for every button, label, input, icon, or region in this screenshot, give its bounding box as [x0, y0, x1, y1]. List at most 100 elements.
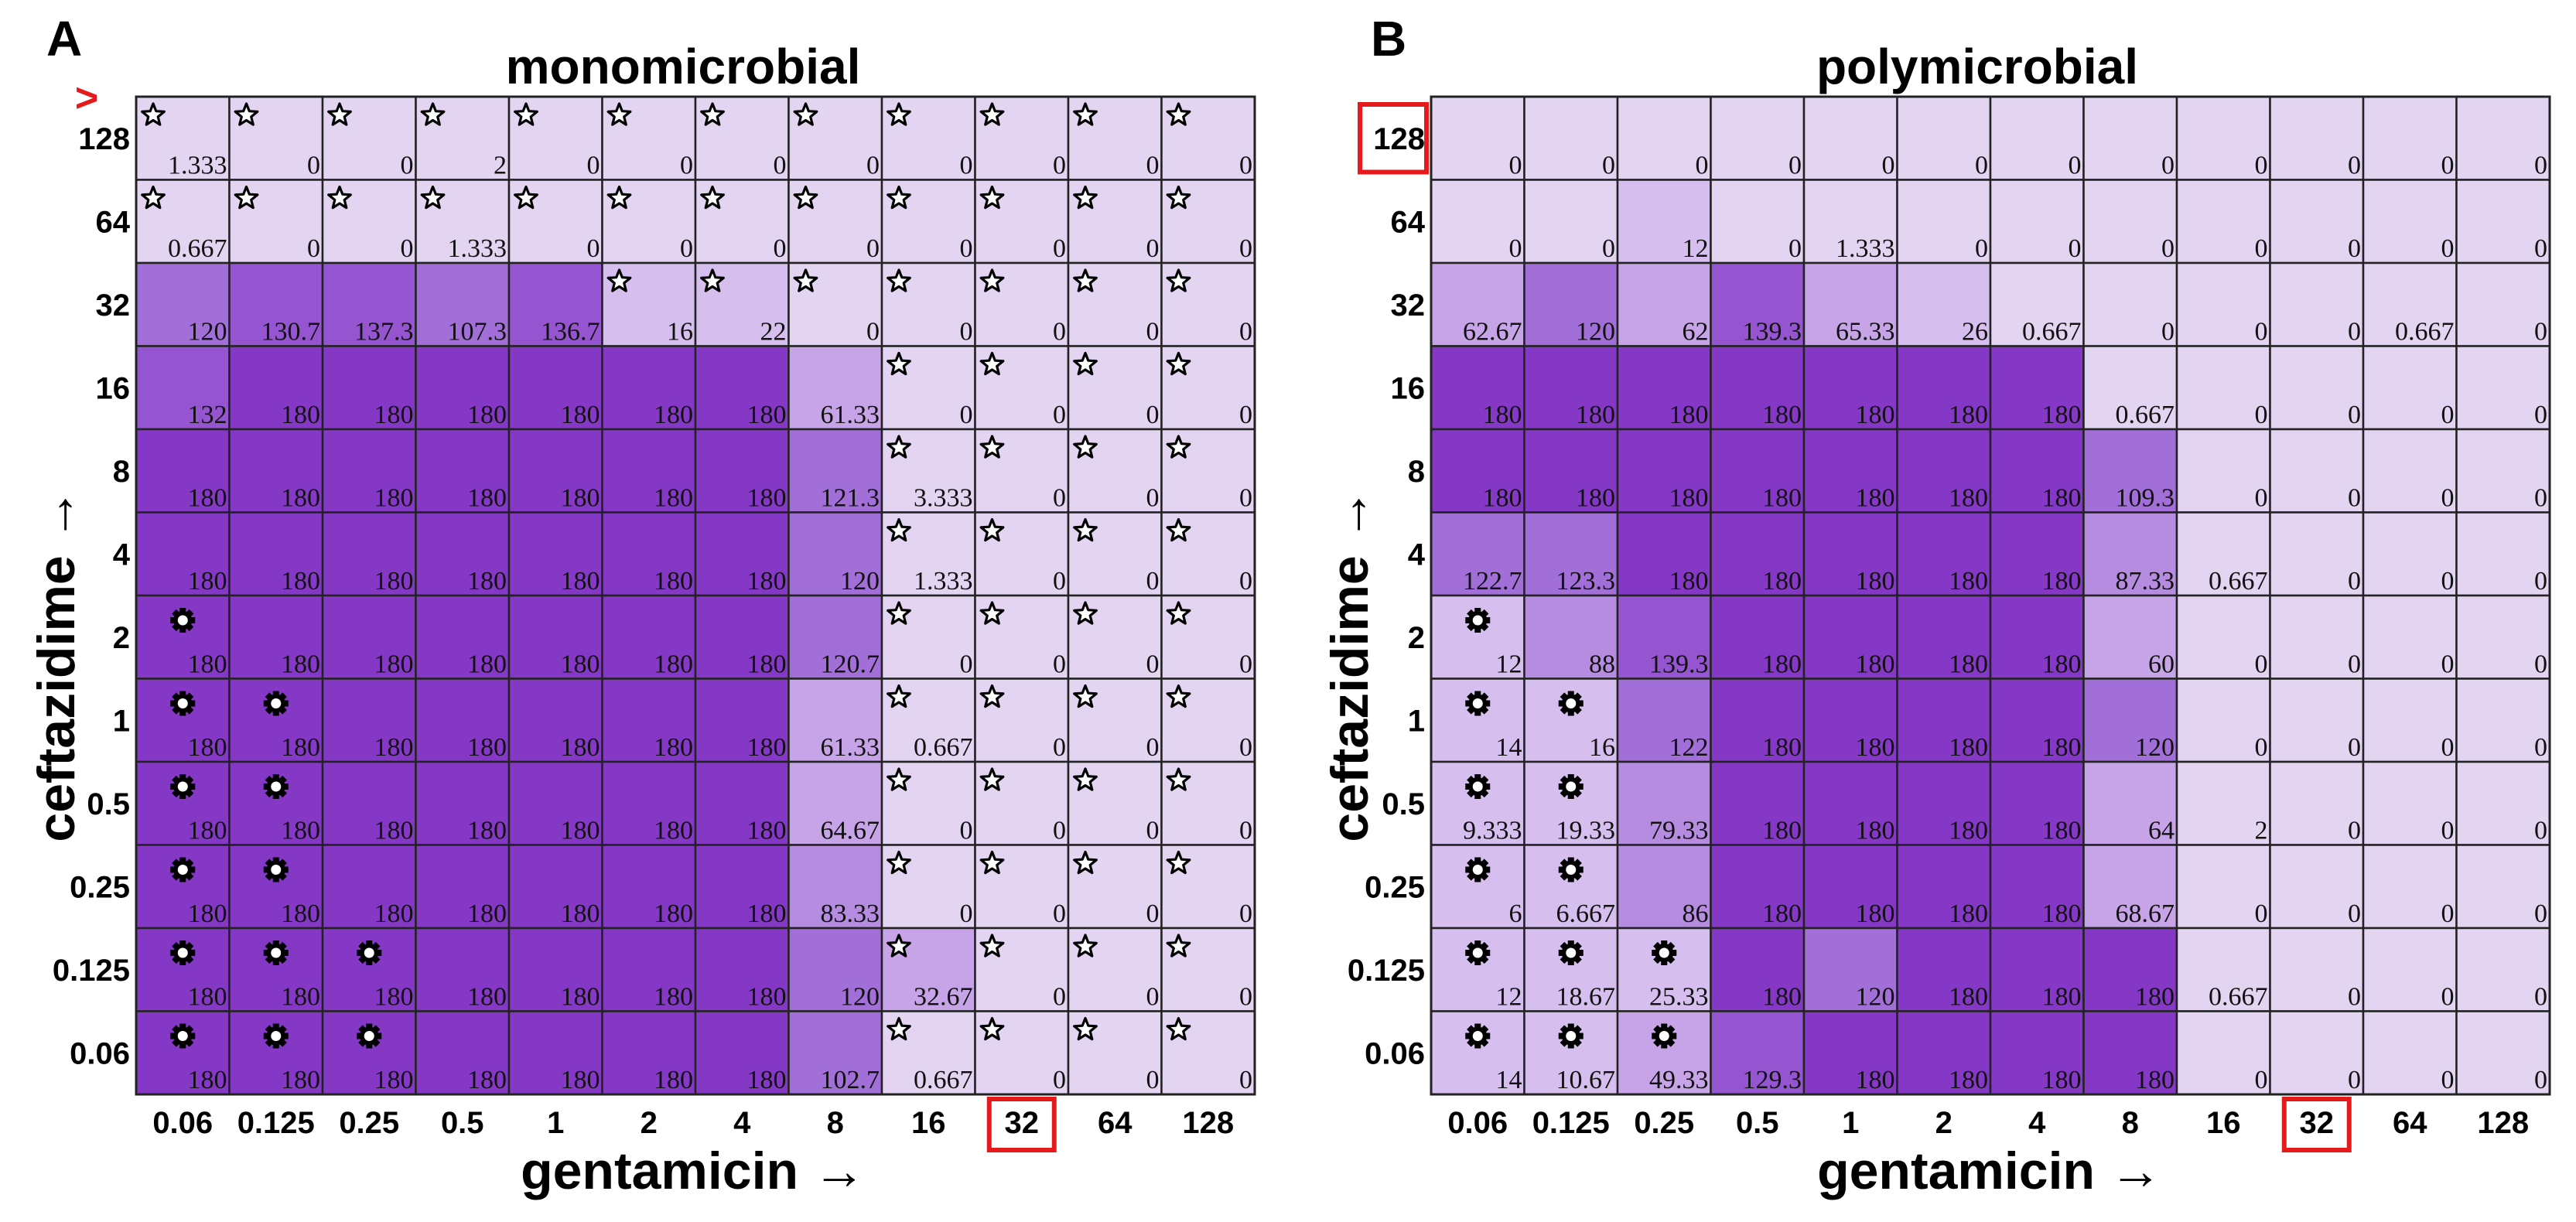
- cell-value-label: 0: [960, 152, 973, 180]
- y-tick-label: 0.125: [53, 954, 130, 988]
- cell-value-label: 180: [654, 650, 693, 679]
- cell-value-label: 0: [2441, 650, 2455, 679]
- panel-b-y-axis-title: ceftazidime →: [1320, 488, 1379, 841]
- cell-value-label: 180: [1949, 401, 1988, 429]
- cell-value-label: 180: [374, 401, 414, 429]
- cell-value-label: 16: [667, 318, 693, 346]
- heatmap-cell: [2175, 179, 2271, 265]
- heatmap-cell: [601, 844, 697, 930]
- heatmap-cell: [228, 261, 324, 347]
- heatmap-cell: [1802, 95, 1898, 181]
- heatmap-cell: [1430, 261, 1525, 347]
- panel-a-x-axis-title: gentamicin →: [521, 1142, 866, 1200]
- heatmap-cell: [2362, 1010, 2458, 1096]
- heatmap-cell: [787, 678, 883, 763]
- cell-value-label: 180: [281, 817, 320, 845]
- cell-value-label: 180: [1949, 567, 1988, 596]
- cell-value-label: 180: [747, 650, 787, 679]
- y-tick-label: 0.5: [1382, 787, 1425, 821]
- cell-value-label: 180: [1949, 983, 1988, 1012]
- star-icon: [887, 517, 911, 542]
- cell-value-label: 180: [561, 484, 600, 513]
- cell-value-label: 0: [1053, 234, 1066, 263]
- cell-value-label: 122: [1669, 733, 1709, 762]
- star-icon: [979, 850, 1005, 875]
- star-icon: [979, 684, 1005, 708]
- x-tick-label: 2: [641, 1106, 658, 1140]
- y-tick-label: 32: [1391, 288, 1426, 323]
- star-icon: [979, 767, 1005, 791]
- cell-value-label: 0: [2534, 152, 2547, 180]
- cell-value-label: 122.7: [1463, 567, 1522, 596]
- cell-value-label: 0: [680, 152, 693, 180]
- cell-value-label: 0: [2441, 1066, 2455, 1094]
- cell-value-label: 136.7: [541, 318, 600, 346]
- cell-value-label: 0: [1239, 1066, 1252, 1094]
- cell-value-label: 0: [1146, 817, 1160, 845]
- cell-value-label: 180: [2042, 401, 2082, 429]
- cell-value-label: 180: [374, 733, 414, 762]
- cell-value-label: 121.3: [821, 484, 880, 513]
- panel-b-y-ticks: 128 64 32 16 8 4 2 1 0.5 0.25 0.125 0.06: [1348, 102, 1429, 1070]
- cell-value-label: 0: [1053, 650, 1066, 679]
- cell-value-label: 0: [1053, 899, 1066, 928]
- heatmap-cell: [2269, 345, 2365, 431]
- cell-value-label: 120: [840, 983, 880, 1012]
- panel-b: B polymicrobial 0 0 0 0 0 0 0 0 0 0 0 00 0 12 0 1.333 0 0…: [1320, 11, 2551, 1200]
- heatmap-cell: [694, 1010, 790, 1096]
- heatmap-cell: [415, 95, 511, 181]
- cell-value-label: 180: [281, 484, 320, 513]
- heatmap-cell: [2455, 95, 2551, 181]
- heatmap-cell: [2455, 1010, 2551, 1096]
- cell-value-label: 0: [1239, 484, 1252, 513]
- cell-value-label: 0: [2534, 1066, 2547, 1094]
- cell-value-label: 0.667: [2395, 318, 2455, 346]
- cell-value-label: 62: [1683, 318, 1709, 346]
- cell-value-label: 0: [2534, 567, 2547, 596]
- cell-value-label: 0: [1239, 401, 1252, 429]
- heatmap-cell: [1710, 428, 1806, 514]
- heatmap-cell: [1989, 594, 2085, 680]
- x-tick-label: 128: [1182, 1106, 1234, 1140]
- y-tick-label: 16: [96, 371, 131, 405]
- cell-value-label: 0: [2161, 318, 2175, 346]
- cell-value-label: 180: [467, 983, 507, 1012]
- cell-value-label: 0: [2255, 899, 2268, 928]
- cell-value-label: 137.3: [354, 318, 414, 346]
- y-tick-label: 1: [1408, 704, 1425, 738]
- cell-value-label: 180: [1762, 733, 1802, 762]
- cell-value-label: 0: [401, 152, 414, 180]
- panel-a-x-ticks: 0.06 0.125 0.25 0.5 1 2 4 8 16 32 64 128: [152, 1097, 1234, 1152]
- heatmap-cell: [1523, 345, 1619, 431]
- star-icon: [420, 102, 446, 126]
- y-tick-label: 128: [78, 122, 130, 156]
- cell-value-label: 180: [1856, 899, 1895, 928]
- heatmap-cell: [787, 428, 883, 514]
- cell-value-label: 25.33: [1649, 983, 1709, 1012]
- cell-value-label: 180: [561, 899, 600, 928]
- heatmap-cell: [2175, 261, 2271, 347]
- cell-value-label: 0.667: [914, 733, 973, 762]
- heatmap-cell: [1710, 927, 1806, 1012]
- heatmap-cell: [2362, 179, 2458, 265]
- heatmap-cell: [1896, 511, 1992, 597]
- cell-value-label: 180: [2042, 817, 2082, 845]
- heatmap-frame: [135, 95, 1256, 1096]
- cell-value-label: 180: [747, 733, 787, 762]
- gear-icon: [357, 940, 382, 965]
- cell-value-label: 180: [188, 983, 227, 1012]
- x-tick-label: 16: [2206, 1106, 2241, 1140]
- cell-value-label: 64.67: [821, 817, 880, 845]
- heatmap-cell: [694, 345, 790, 431]
- cell-value-label: 0: [960, 817, 973, 845]
- heatmap-cell: [2082, 844, 2178, 930]
- x-tick-label: 0.25: [339, 1106, 399, 1140]
- gear-icon: [170, 940, 196, 965]
- star-icon: [887, 1016, 911, 1041]
- cell-value-label: 68.67: [2116, 899, 2175, 928]
- heatmap-cell: [2082, 511, 2178, 597]
- cell-value-label: 0: [1146, 733, 1160, 762]
- cell-value-label: 107.3: [448, 318, 507, 346]
- heatmap-cell: [1523, 594, 1619, 680]
- heatmap-cell: [601, 678, 697, 763]
